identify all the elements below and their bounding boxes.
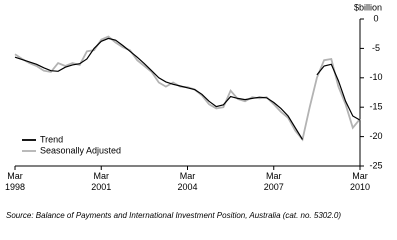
legend-label: Trend — [40, 134, 63, 144]
x-tick-label: Mar 2004 — [177, 171, 198, 192]
y-tick-label: -5 — [372, 43, 380, 53]
y-tick-label: -25 — [369, 160, 382, 170]
y-tick-label: 0 — [373, 13, 378, 23]
y-tick-label: -10 — [369, 72, 382, 82]
series-line — [14, 37, 361, 140]
x-tick-label: Mar 2010 — [349, 171, 371, 192]
x-tick-label: Mar 2007 — [263, 171, 284, 192]
source: Source: Balance of Payments and Internat… — [6, 211, 341, 220]
y-tick-label: -20 — [369, 131, 382, 141]
y-tick-label: -15 — [369, 102, 382, 112]
legend-label: Seasonally Adjusted — [40, 145, 121, 155]
chart-svg: $billion Source: Balance of Payments and… — [6, 2, 383, 220]
y-axis-label: $billion — [354, 2, 382, 12]
x-tick-label: Mar 1998 — [4, 171, 26, 192]
chart: $billion Source: Balance of Payments and… — [4, 2, 383, 220]
x-tick-label: Mar 2001 — [91, 171, 112, 192]
